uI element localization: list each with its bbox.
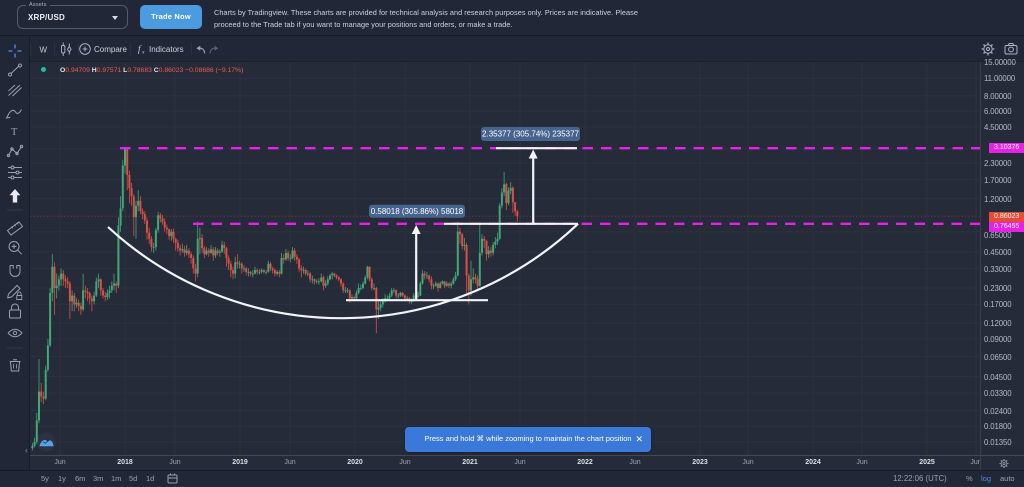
svg-text:0.58018 (305.86%) 58018: 0.58018 (305.86%) 58018 — [371, 207, 464, 216]
svg-text:Compare: Compare — [94, 45, 127, 54]
svg-text:W: W — [40, 46, 48, 55]
svg-text:Indicators: Indicators — [149, 45, 184, 54]
svg-text:f: f — [138, 44, 142, 54]
svg-text:2.35377 (305.74%) 235377: 2.35377 (305.74%) 235377 — [482, 130, 580, 139]
svg-text:T: T — [11, 127, 18, 138]
svg-text:x: x — [141, 50, 145, 56]
